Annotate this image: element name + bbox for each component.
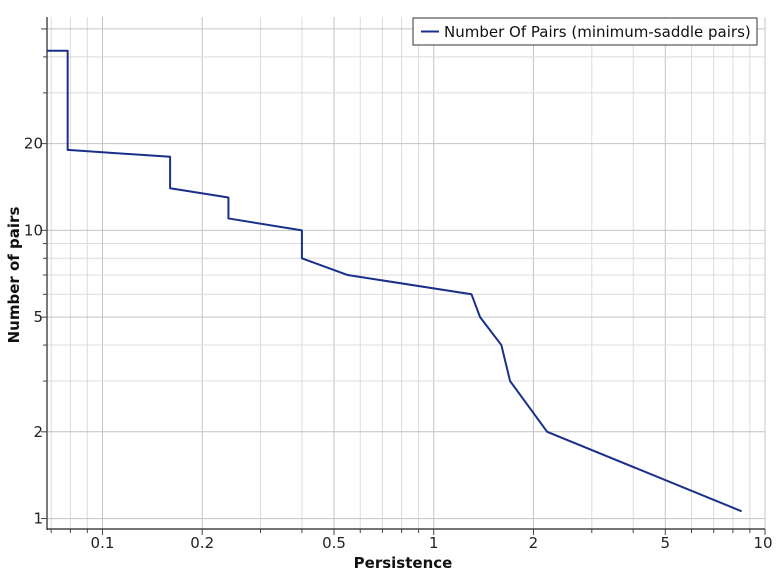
x-tick-label: 0.5 — [322, 534, 346, 552]
x-tick-label: 0.1 — [91, 534, 115, 552]
legend: Number Of Pairs (minimum-saddle pairs) — [412, 17, 758, 46]
x-axis-title: Persistence — [354, 554, 453, 572]
x-tick-label: 1 — [429, 534, 439, 552]
y-tick-label: 20 — [24, 135, 43, 153]
legend-label: Number Of Pairs (minimum-saddle pairs) — [444, 23, 751, 41]
y-tick-label: 2 — [33, 423, 43, 441]
y-tick-label: 1 — [33, 510, 43, 528]
series-line — [47, 49, 742, 513]
x-tick-label: 0.2 — [190, 534, 214, 552]
y-tick-label: 10 — [24, 221, 43, 239]
y-axis-title: Number of pairs — [5, 207, 23, 344]
grid-group — [47, 17, 766, 529]
y-tick-label: 5 — [33, 308, 43, 326]
x-tick-label: 5 — [661, 534, 671, 552]
legend-box — [412, 17, 758, 46]
x-tick-label: 10 — [753, 534, 772, 552]
x-tick-label: 2 — [529, 534, 539, 552]
